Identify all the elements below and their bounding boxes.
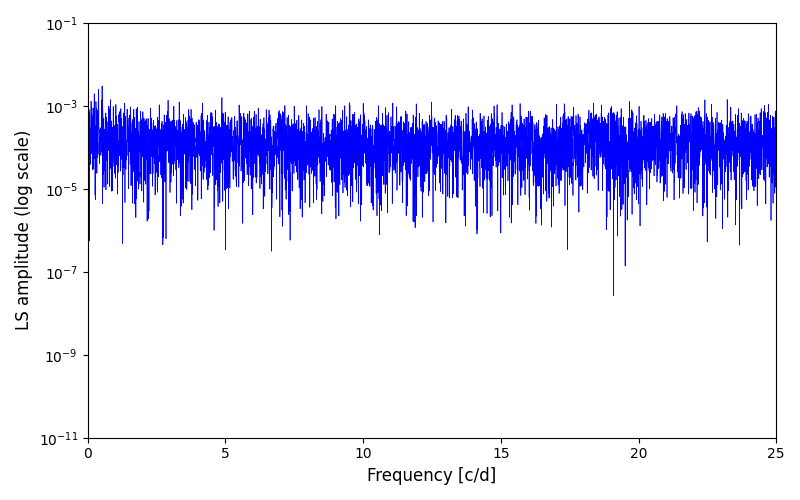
X-axis label: Frequency [c/d]: Frequency [c/d] <box>367 467 497 485</box>
Y-axis label: LS amplitude (log scale): LS amplitude (log scale) <box>15 130 33 330</box>
